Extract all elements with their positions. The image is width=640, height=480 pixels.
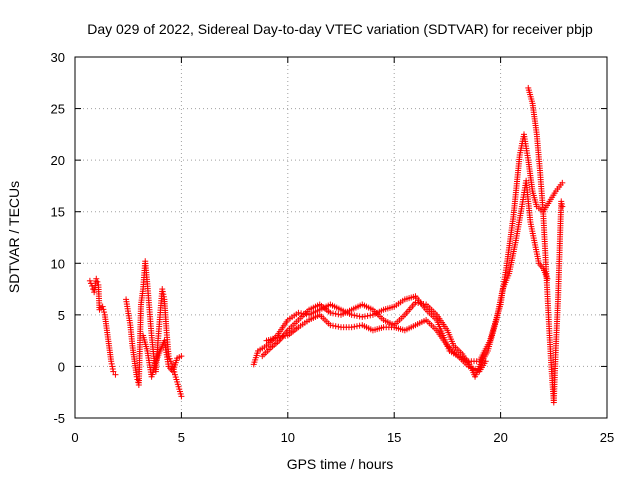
data-point-interp (558, 200, 565, 207)
data-point-interp (108, 360, 115, 367)
data-point-interp (109, 363, 116, 370)
data-point (359, 313, 366, 320)
y-tick-label: 15 (51, 205, 65, 220)
data-point-interp (330, 310, 337, 317)
data-point (108, 358, 115, 365)
data-point (93, 275, 100, 282)
data-point-interp (332, 323, 339, 330)
data-point (178, 393, 185, 400)
x-tick-label: 25 (600, 430, 614, 445)
data-point-interp (353, 323, 360, 330)
axis-ticks: 0 5 10 15 20 25 -5 0 5 10 15 20 25 30 (51, 50, 615, 445)
data-point-interp (351, 323, 358, 330)
data-point-interp (353, 312, 360, 319)
data-point-interp (276, 334, 283, 341)
data-point (295, 309, 302, 316)
plot-frame (74, 56, 608, 419)
data-point-interp (335, 323, 342, 330)
data-point (327, 309, 334, 316)
data-point (178, 353, 185, 360)
data-point-interp (160, 291, 167, 298)
data-point-interp (335, 311, 342, 318)
data-point (327, 322, 334, 329)
data-point-interp (100, 306, 107, 313)
x-tick-label: 15 (387, 430, 401, 445)
chart-title: Day 029 of 2022, Sidereal Day-to-day VTE… (87, 21, 593, 37)
data-point (559, 179, 566, 186)
x-tick-label: 0 (71, 430, 78, 445)
y-tick-label: 25 (51, 102, 65, 117)
data-point (348, 324, 355, 331)
data-point-interp (159, 288, 166, 295)
data-point (558, 198, 565, 205)
data-point-interp (109, 366, 116, 373)
data-point-interp (367, 312, 374, 319)
data-point-interp (364, 312, 371, 319)
data-point-interp (160, 293, 167, 300)
x-tick-label: 10 (281, 430, 295, 445)
data-point (274, 334, 281, 341)
y-tick-label: 0 (58, 359, 65, 374)
data-point (86, 277, 93, 284)
data-point-interp (330, 322, 337, 329)
y-tick-label: 20 (51, 153, 65, 168)
y-tick-label: 30 (51, 50, 65, 65)
y-tick-label: -5 (53, 411, 65, 426)
data-point-interp (101, 309, 108, 316)
data-point-interp (361, 313, 368, 320)
y-tick-label: 10 (51, 256, 65, 271)
data-point-interp (417, 300, 424, 307)
data-point (482, 358, 489, 365)
data-point-interp (415, 299, 422, 306)
data-points (86, 84, 566, 406)
data-point (412, 299, 419, 306)
y-axis-label: SDTVAR / TECUs (6, 181, 22, 293)
data-point (159, 286, 166, 293)
data-point-interp (332, 310, 339, 317)
data-point-interp (351, 312, 358, 319)
data-point (348, 311, 355, 318)
data-point-interp (94, 278, 101, 285)
data-point-interp (420, 301, 427, 308)
x-tick-label: 20 (493, 430, 507, 445)
data-point-interp (279, 333, 286, 340)
data-point-interp (282, 333, 289, 340)
data-point-interp (356, 322, 363, 329)
data-point (110, 368, 117, 375)
y-tick-label: 5 (58, 308, 65, 323)
x-tick-label: 5 (178, 430, 185, 445)
data-point-interp (303, 311, 310, 318)
x-axis-label: GPS time / hours (287, 456, 394, 472)
data-point-interp (356, 313, 363, 320)
data-point (559, 203, 566, 210)
data-point (112, 371, 119, 378)
data-point (99, 303, 106, 310)
